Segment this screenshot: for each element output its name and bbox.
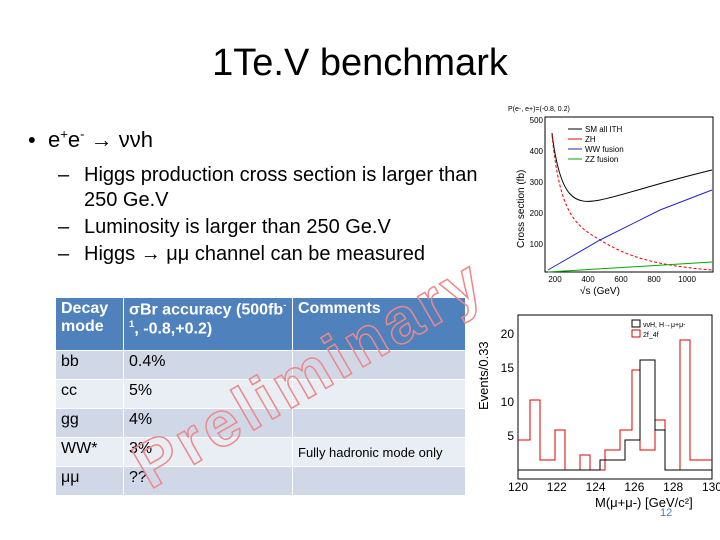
table-cell: μμ bbox=[55, 466, 124, 496]
page-number: 12 bbox=[660, 507, 673, 519]
text-part: Comments bbox=[298, 300, 381, 317]
x-tick-label: 200 bbox=[548, 275, 562, 284]
cross-section-plot: P(e-, e+)=(-0.8, 0.2) 500 400 300 200 100 200… bbox=[508, 106, 714, 297]
legend-swatch bbox=[631, 319, 641, 328]
text-part: -1 bbox=[129, 300, 287, 331]
y-tick-label: 100 bbox=[530, 240, 544, 249]
sub-bullet-text: Higgs production cross section is larger… bbox=[84, 164, 478, 211]
legend-label: ZH bbox=[585, 135, 596, 144]
legend-label: ννH, H→μ+μ- bbox=[643, 322, 686, 329]
sub-bullets: – Higgs production cross section is large… bbox=[58, 163, 508, 269]
table-cell bbox=[292, 466, 466, 496]
plot-frame bbox=[517, 314, 713, 480]
y-tick-label: 10 bbox=[501, 395, 515, 409]
x-tick-label: 600 bbox=[614, 275, 628, 284]
header-cell: Decay mode bbox=[55, 297, 124, 351]
text-part: e bbox=[67, 127, 81, 153]
table-cell bbox=[292, 379, 466, 409]
x-tick-label: 122 bbox=[547, 480, 567, 494]
plot-title: P(e-, e+)=(-0.8, 0.2) bbox=[508, 106, 570, 113]
text-part: Decay mode bbox=[61, 300, 109, 335]
y-tick-label: 20 bbox=[501, 327, 515, 341]
header-cell: Comments bbox=[292, 297, 466, 351]
sub-bullet-marker: – bbox=[58, 164, 70, 186]
bullet-text: e+e- → ννh bbox=[48, 127, 153, 152]
y-tick-label: 500 bbox=[530, 116, 544, 125]
x-tick-label: 124 bbox=[586, 480, 606, 494]
y-tick-label: 300 bbox=[530, 178, 544, 187]
mass-plot: 20 15 10 5 120 122 124 126 128 130 Events/0.33 M(μ+… bbox=[476, 314, 720, 510]
table-row: μμ?? bbox=[55, 466, 466, 496]
histogram bbox=[518, 359, 712, 471]
x-tick-label: 128 bbox=[663, 480, 683, 494]
table-row: cc 5% bbox=[55, 379, 466, 409]
table-cell: ?? bbox=[123, 466, 293, 496]
bullet-marker: • bbox=[28, 127, 36, 153]
table-cell: bb bbox=[55, 350, 124, 380]
histogram bbox=[518, 339, 712, 471]
table-row: gg 4% bbox=[55, 408, 466, 438]
x-tick-label: 400 bbox=[581, 275, 595, 284]
table: Decay mode σBr accuracy (500fb-1, -0.8,+0… bbox=[55, 297, 466, 496]
sub-bullet-marker: – bbox=[58, 216, 70, 238]
table-cell: 0.4% bbox=[123, 350, 293, 380]
curve bbox=[551, 132, 713, 202]
y-axis-label: Events/0.33 bbox=[476, 341, 491, 410]
title: 1Te.V benchmark bbox=[212, 42, 508, 84]
table-cell: WW* bbox=[55, 437, 124, 467]
text-part: e bbox=[47, 127, 61, 153]
x-tick-label: 1000 bbox=[678, 275, 696, 284]
legend-swatch bbox=[631, 329, 641, 338]
text-part: - bbox=[80, 127, 85, 142]
x-tick-label: 130 bbox=[702, 480, 720, 494]
curve bbox=[547, 261, 713, 273]
table-header: Decay mode σBr accuracy (500fb-1, -0.8,+0… bbox=[55, 297, 466, 351]
sub-bullet-text: Higgs → μμ channel can be measured bbox=[84, 243, 426, 265]
table-wrap: Decay mode σBr accuracy (500fb-1, -0.8,+0… bbox=[55, 297, 466, 496]
table-cell bbox=[292, 350, 466, 380]
y-axis-label: Cross section (fb) bbox=[516, 170, 527, 248]
table-row: bb 0.4% bbox=[55, 350, 466, 380]
x-tick-label: 120 bbox=[508, 480, 528, 494]
legend-label: 2f_4f bbox=[643, 332, 659, 339]
sub-bullet-marker: – bbox=[58, 243, 70, 265]
table-cell: 5% bbox=[123, 379, 293, 409]
y-tick-label: 200 bbox=[530, 209, 544, 218]
text-part: + bbox=[60, 127, 68, 142]
sub-bullet-text: Luminosity is larger than 250 Ge.V bbox=[84, 216, 391, 238]
legend-label: SM all ITH bbox=[585, 125, 623, 134]
sub-bullet: – Luminosity is larger than 250 Ge.V bbox=[58, 215, 508, 240]
header-cell: σBr accuracy (500fb-1, -0.8,+0.2) bbox=[123, 297, 293, 351]
legend-label: WW fusion bbox=[585, 145, 624, 154]
table-row: WW* 3% Fully hadronic mode only bbox=[55, 437, 466, 467]
table-cell: gg bbox=[55, 408, 124, 438]
table-cell: cc bbox=[55, 379, 124, 409]
x-tick-label: 126 bbox=[624, 480, 644, 494]
bullet: • e+e- → ννh bbox=[28, 127, 153, 153]
x-axis-label: M(μ+μ-) [GeV/c²] bbox=[595, 495, 693, 510]
y-tick-label: 400 bbox=[530, 147, 544, 156]
x-tick-label: 800 bbox=[647, 275, 661, 284]
table-cell: 4% bbox=[123, 408, 293, 438]
curve bbox=[551, 134, 713, 271]
table-cell bbox=[292, 408, 466, 438]
y-tick-label: 15 bbox=[501, 361, 515, 375]
text-part: , -0.8,+0.2) bbox=[134, 320, 213, 338]
legend-label: ZZ fusion bbox=[585, 155, 618, 164]
y-tick-label: 5 bbox=[507, 429, 514, 443]
text-part: σBr accuracy (500fb bbox=[129, 301, 284, 319]
text-part: → ννh bbox=[84, 127, 154, 153]
curve bbox=[547, 189, 713, 271]
table-cell: Fully hadronic mode only bbox=[292, 437, 466, 467]
table-cell: 3% bbox=[123, 437, 293, 467]
plot-frame bbox=[544, 116, 714, 273]
sub-bullet: – Higgs → μμ channel can be measured bbox=[58, 242, 508, 267]
x-axis-label: √s (GeV) bbox=[580, 285, 620, 297]
sub-bullet: – Higgs production cross section is large… bbox=[58, 163, 508, 213]
